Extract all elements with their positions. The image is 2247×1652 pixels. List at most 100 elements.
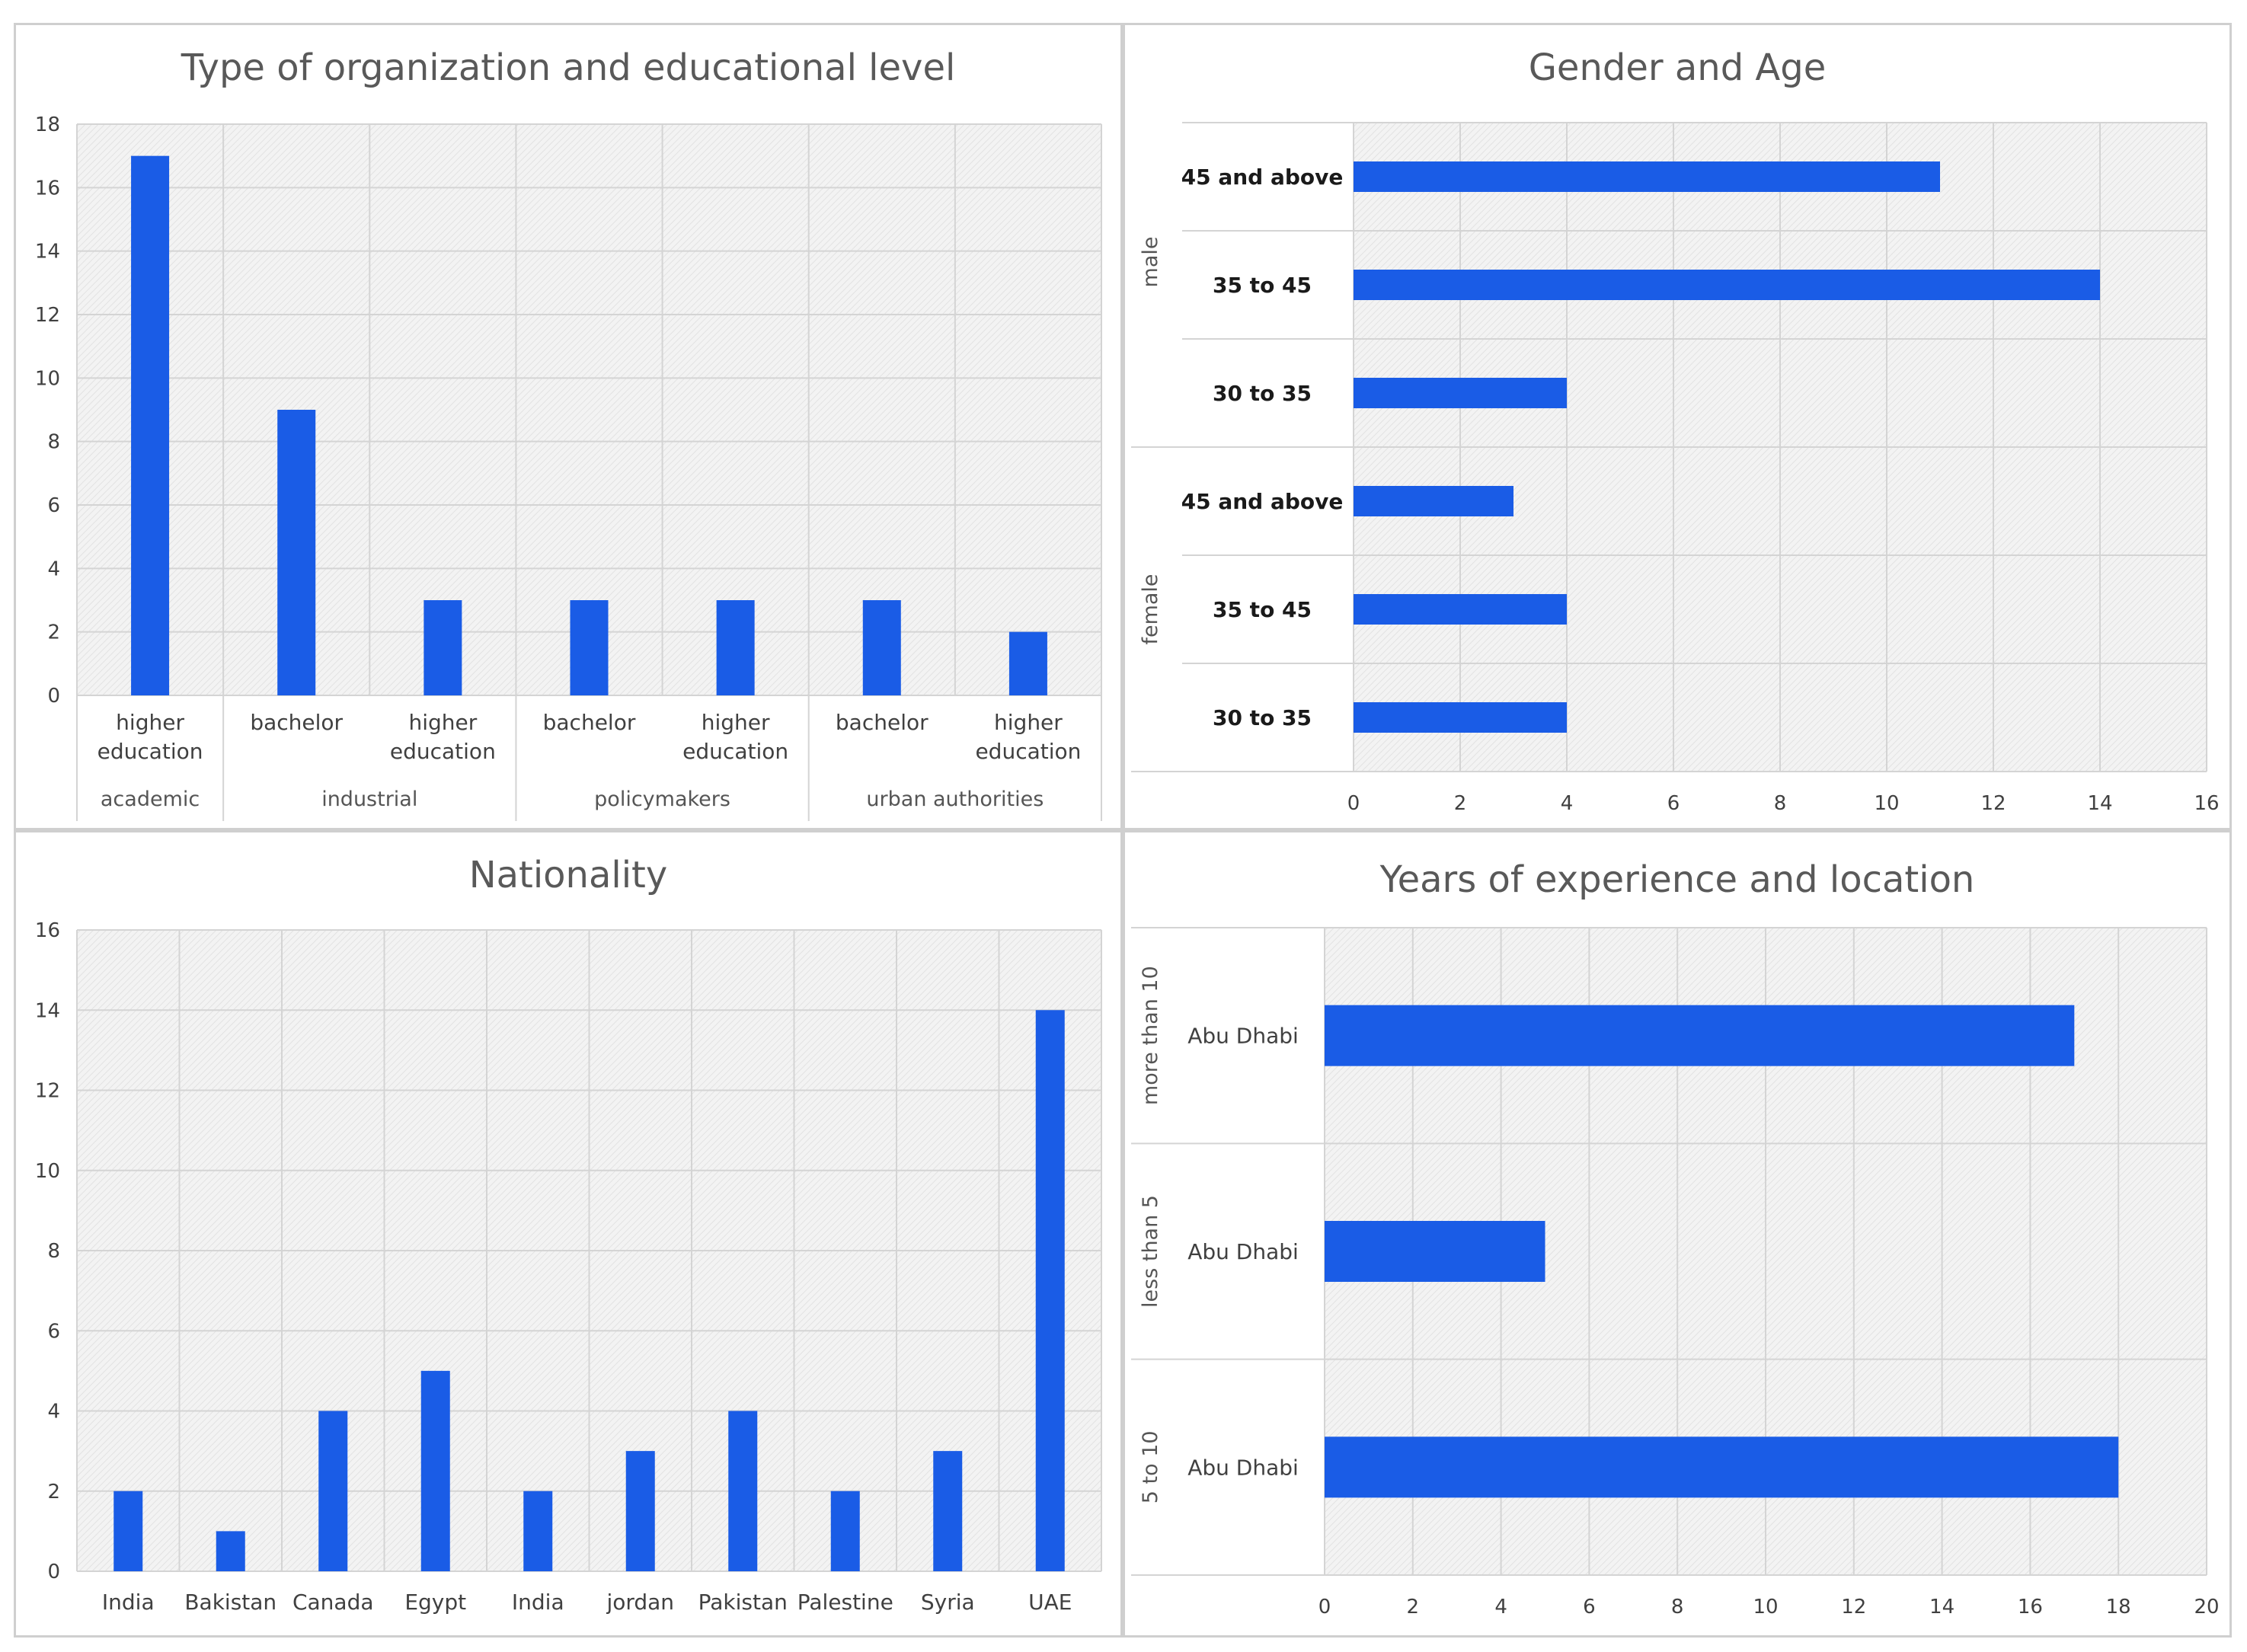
x-tick-label: 18 xyxy=(2106,1596,2131,1618)
x-tick-label: 20 xyxy=(2194,1596,2219,1618)
x-tick-label: 16 xyxy=(2194,792,2219,815)
bar xyxy=(1035,1010,1065,1571)
x-tick-label: UAE xyxy=(1028,1590,1072,1615)
x-tick-label: Palestine xyxy=(797,1590,893,1615)
bar xyxy=(1325,1221,1545,1282)
y-tick-label: 16 xyxy=(35,177,60,200)
bar xyxy=(1354,161,1940,192)
y-tick-label: 14 xyxy=(35,241,60,264)
x-tick-label: 16 xyxy=(2018,1596,2043,1618)
y-tick-label: 0 xyxy=(47,685,60,708)
y-tick-label: 30 to 35 xyxy=(1213,705,1312,730)
x-tick-label: bachelor xyxy=(543,710,636,735)
x-tick-label: 0 xyxy=(1318,1596,1331,1618)
chart-experience-location-svg: Years of experience and location 0 2 4 6 8 10… xyxy=(1131,858,2220,1618)
group-label: 5 to 10 xyxy=(1139,1430,1162,1503)
x-tick-label: 8 xyxy=(1774,792,1787,815)
chart-org-education: Type of organization and educational lev… xyxy=(14,23,1123,830)
bar xyxy=(830,1491,860,1571)
y-tick-label: Abu Dhabi xyxy=(1187,1024,1299,1049)
bar xyxy=(1354,378,1567,408)
bar xyxy=(1325,1005,2075,1066)
y-tick-label: 10 xyxy=(35,1160,60,1183)
chart-title: Gender and Age xyxy=(1529,46,1827,89)
bar xyxy=(570,600,609,695)
x-tick-label: higher education xyxy=(97,710,203,764)
chart-experience-location: Years of experience and location 0 2 4 6 8 10… xyxy=(1123,830,2232,1638)
x-tick-label: India xyxy=(102,1590,155,1615)
y-tick-label: 35 to 45 xyxy=(1213,597,1312,622)
x-tick-label: higher education xyxy=(682,710,788,764)
bar xyxy=(716,600,755,695)
y-tick-label: 8 xyxy=(47,431,60,454)
x-tick-label: 10 xyxy=(1753,1596,1778,1618)
x-tick-label: 0 xyxy=(1347,792,1360,815)
bar xyxy=(277,410,316,695)
bar xyxy=(216,1531,245,1571)
bar xyxy=(625,1451,655,1571)
bar xyxy=(318,1411,348,1571)
y-tick-label: 0 xyxy=(47,1561,60,1583)
bar xyxy=(113,1491,143,1571)
x-tick-label: 10 xyxy=(1874,792,1899,815)
y-tick-label: 12 xyxy=(35,304,60,327)
y-tick-label: 16 xyxy=(35,919,60,942)
chart-gender-age: Gender and Age 0 2 4 6 8 10 12 14 16 45 and above… xyxy=(1123,23,2232,830)
y-tick-label: 8 xyxy=(47,1240,60,1263)
x-tick-label: higher education xyxy=(390,710,496,764)
y-tick-label: 45 and above xyxy=(1181,489,1344,514)
group-label: male xyxy=(1139,237,1162,288)
chart-nationality-svg: Nationality 0 2 4 6 8 10 12 14 16 India Bakistan Ca… xyxy=(35,854,1102,1615)
y-tick-label: 4 xyxy=(47,558,60,580)
chart-gender-age-svg: Gender and Age 0 2 4 6 8 10 12 14 16 45 and above… xyxy=(1131,46,2220,815)
bar xyxy=(862,600,901,695)
y-tick-label: 2 xyxy=(47,1481,60,1503)
group-label: academic xyxy=(101,788,200,811)
x-tick-label: Egypt xyxy=(404,1590,466,1615)
bar xyxy=(1354,270,2100,300)
y-tick-label: 6 xyxy=(47,1320,60,1343)
x-tick-label: India xyxy=(512,1590,564,1615)
bar xyxy=(420,1370,450,1571)
x-tick-label: 14 xyxy=(1929,1596,1955,1618)
y-tick-label: 30 to 35 xyxy=(1213,381,1312,406)
x-tick-label: bachelor xyxy=(836,710,929,735)
bar xyxy=(1008,631,1047,695)
x-tick-label: higher education xyxy=(975,710,1081,764)
group-label: female xyxy=(1139,574,1162,644)
y-tick-label: 45 and above xyxy=(1181,165,1344,190)
x-tick-label: Syria xyxy=(921,1590,975,1615)
bar xyxy=(728,1411,758,1571)
chart-nationality: Nationality 0 2 4 6 8 10 12 14 16 India Bakistan Ca… xyxy=(14,830,1123,1638)
x-tick-label: 2 xyxy=(1454,792,1467,815)
chart-title: Nationality xyxy=(469,854,668,896)
bar xyxy=(933,1451,963,1571)
y-tick-label: 35 to 45 xyxy=(1213,273,1312,298)
group-label: policymakers xyxy=(594,788,730,811)
group-label: industrial xyxy=(321,788,417,811)
x-tick-label: 8 xyxy=(1671,1596,1684,1618)
chart-title: Type of organization and educational lev… xyxy=(181,46,956,89)
chart-title: Years of experience and location xyxy=(1379,858,1975,901)
bar xyxy=(131,155,170,695)
x-tick-label: 6 xyxy=(1667,792,1680,815)
bar xyxy=(1354,702,1567,733)
y-tick-label: Abu Dhabi xyxy=(1187,1239,1299,1264)
y-tick-label: 2 xyxy=(47,621,60,644)
y-tick-label: Abu Dhabi xyxy=(1187,1455,1299,1480)
x-tick-label: 12 xyxy=(1980,792,2006,815)
bar xyxy=(1354,594,1567,625)
y-tick-label: 14 xyxy=(35,999,60,1022)
bar xyxy=(424,600,462,695)
y-tick-label: 6 xyxy=(47,494,60,517)
x-tick-label: 6 xyxy=(1583,1596,1596,1618)
x-tick-label: 4 xyxy=(1561,792,1574,815)
x-tick-label: Bakistan xyxy=(184,1590,276,1615)
group-label: urban authorities xyxy=(866,788,1044,811)
group-label: more than 10 xyxy=(1139,966,1162,1105)
x-tick-label: 2 xyxy=(1407,1596,1420,1618)
y-tick-label: 18 xyxy=(35,113,60,136)
x-tick-label: Canada xyxy=(292,1590,374,1615)
x-tick-label: jordan xyxy=(606,1590,674,1615)
y-tick-label: 10 xyxy=(35,367,60,390)
